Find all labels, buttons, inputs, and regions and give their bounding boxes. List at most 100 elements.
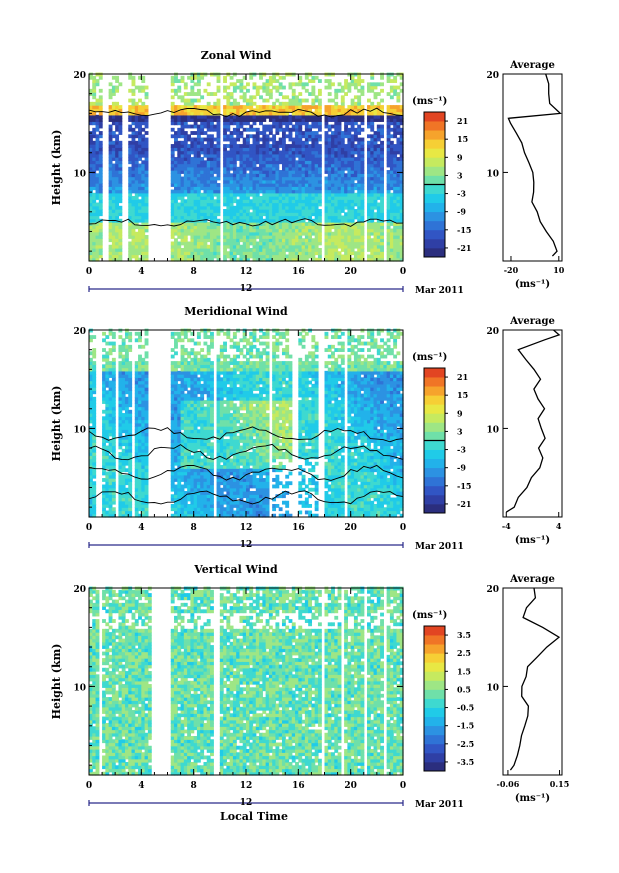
heatmap-cell — [396, 111, 401, 116]
x-tick-label: 0 — [86, 267, 92, 277]
heatmap-cell — [232, 105, 237, 109]
heatmap-cell — [226, 170, 231, 174]
heatmap-cell — [170, 108, 175, 113]
heatmap-cell — [367, 248, 371, 252]
heatmap-cell — [357, 176, 362, 181]
heatmap-cell — [223, 179, 227, 184]
heatmap-cell — [190, 241, 195, 246]
heatmap-cell — [111, 192, 116, 197]
heatmap-cell — [174, 118, 178, 122]
heatmap-cell — [242, 147, 247, 152]
heatmap-cell — [131, 140, 136, 145]
heatmap-cell — [259, 199, 263, 204]
heatmap-cell — [193, 118, 198, 122]
heatmap-cell — [301, 121, 306, 126]
heatmap-cell — [291, 248, 296, 252]
heatmap-cell — [105, 377, 110, 382]
heatmap-cell — [216, 140, 221, 145]
heatmap-cell — [95, 166, 100, 171]
heatmap-cell — [144, 390, 149, 395]
heatmap-cell — [105, 335, 110, 339]
heatmap-cell — [95, 192, 100, 197]
heatmap-cell — [174, 396, 178, 401]
heatmap-cell — [337, 199, 342, 204]
heatmap-cell — [331, 176, 335, 181]
heatmap-cell — [298, 111, 303, 116]
heatmap-cell — [308, 160, 313, 165]
heatmap-cell — [190, 160, 195, 165]
heatmap-cell — [262, 127, 267, 132]
heatmap-cell — [314, 160, 319, 165]
heatmap-cell — [203, 131, 208, 135]
heatmap-cell — [121, 497, 126, 502]
heatmap-cell — [98, 241, 103, 246]
heatmap-cell — [102, 409, 106, 414]
heatmap-cell — [272, 186, 277, 191]
heatmap-cell — [174, 192, 178, 197]
heatmap-cell — [360, 88, 365, 93]
heatmap-cell — [144, 108, 149, 113]
heatmap-cell — [144, 432, 149, 437]
heatmap-cell — [170, 202, 175, 207]
heatmap-cell — [376, 170, 381, 174]
heatmap-cell — [272, 212, 277, 217]
heatmap-cell — [386, 205, 391, 210]
heatmap-cell — [131, 160, 136, 165]
heatmap-cell — [331, 173, 335, 178]
heatmap-cell — [311, 124, 316, 129]
heatmap-cell — [141, 416, 146, 421]
heatmap-cell — [350, 144, 355, 148]
heatmap-cell — [308, 235, 313, 239]
heatmap-cell — [177, 176, 182, 181]
heatmap-cell — [239, 157, 244, 161]
heatmap-cell — [396, 150, 401, 155]
heatmap-cell — [111, 150, 116, 155]
heatmap-cell — [105, 435, 110, 440]
heatmap-cell — [360, 218, 365, 223]
heatmap-cell — [226, 199, 231, 204]
heatmap-cell — [187, 244, 191, 249]
heatmap-cell — [144, 455, 149, 460]
heatmap-cell — [111, 225, 116, 230]
heatmap-cell — [291, 82, 296, 87]
heatmap-cell — [331, 202, 335, 207]
heatmap-cell — [183, 257, 188, 262]
heatmap-cell — [121, 481, 126, 486]
heatmap-cell — [232, 248, 237, 252]
heatmap-cell — [102, 429, 106, 434]
heatmap-cell — [262, 189, 267, 194]
heatmap-cell — [272, 101, 277, 106]
heatmap-cell — [380, 186, 384, 191]
heatmap-cell — [190, 254, 195, 259]
heatmap-cell — [252, 186, 257, 191]
heatmap-cell — [393, 79, 398, 83]
heatmap-cell — [187, 257, 191, 262]
heatmap-cell — [213, 101, 218, 106]
heatmap-cell — [376, 147, 381, 152]
heatmap-cell — [98, 140, 103, 145]
heatmap-cell — [108, 383, 113, 388]
heatmap-cell — [111, 183, 116, 187]
heatmap-cell — [223, 189, 227, 194]
heatmap-cell — [118, 471, 123, 476]
heatmap-cell — [311, 75, 316, 80]
heatmap-cell — [170, 484, 175, 489]
heatmap-cell — [138, 105, 142, 109]
heatmap-cell — [141, 235, 146, 239]
heatmap-cell — [298, 127, 303, 132]
heatmap-cell — [200, 238, 205, 243]
heatmap-cell — [242, 118, 247, 122]
heatmap-cell — [281, 235, 286, 239]
heatmap-cell — [92, 491, 97, 495]
heatmap-cell — [350, 153, 355, 158]
heatmap-cell — [324, 160, 329, 165]
heatmap-cell — [144, 445, 149, 450]
heatmap-cell — [203, 144, 208, 148]
heatmap-cell — [265, 205, 270, 210]
heatmap-cell — [386, 215, 391, 220]
heatmap-cell — [281, 157, 286, 161]
heatmap-cell — [278, 248, 283, 252]
heatmap-cell — [108, 244, 113, 249]
heatmap-cell — [187, 205, 191, 210]
heatmap-cell — [259, 196, 263, 200]
